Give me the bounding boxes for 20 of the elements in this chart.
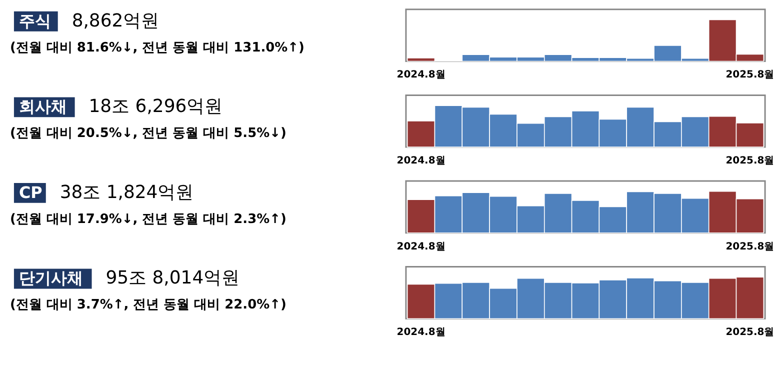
x-tick-label: 2024.8월 <box>396 156 446 167</box>
text: 주식 <box>18 11 51 30</box>
x-tick-label: 2025.8월 <box>726 156 774 167</box>
text: 38조 1,824억원 <box>60 182 194 203</box>
x-tick-label: 2024.8월 <box>396 70 446 81</box>
text: (전월 대비 3.7%↑, 전년 동월 대비 22.0%↑) <box>10 298 286 313</box>
text: (전월 대비 81.6%↓, 전년 동월 대비 131.0%↑) <box>10 40 304 56</box>
text: 18조 6,296억원 <box>88 96 223 118</box>
text: (전월 대비 20.5%↓, 전년 동월 대비 5.5%↓) <box>10 126 286 142</box>
x-tick-label: 2025.8월 <box>726 70 774 81</box>
text: 회사채 <box>18 97 67 116</box>
text: 8,862억원 <box>72 10 160 32</box>
x-tick-label: 2025.8월 <box>726 241 774 252</box>
x-tick-label: 2024.8월 <box>396 241 446 252</box>
text: (전월 대비 17.9%↓, 전년 동월 대비 2.3%↑) <box>10 212 286 227</box>
text: 95조 8,014억원 <box>106 268 240 289</box>
x-tick-label: 2024.8월 <box>396 327 446 338</box>
x-tick-label: 2025.8월 <box>726 327 774 338</box>
text: CP <box>18 182 43 202</box>
text: 단기사채 <box>18 268 83 288</box>
